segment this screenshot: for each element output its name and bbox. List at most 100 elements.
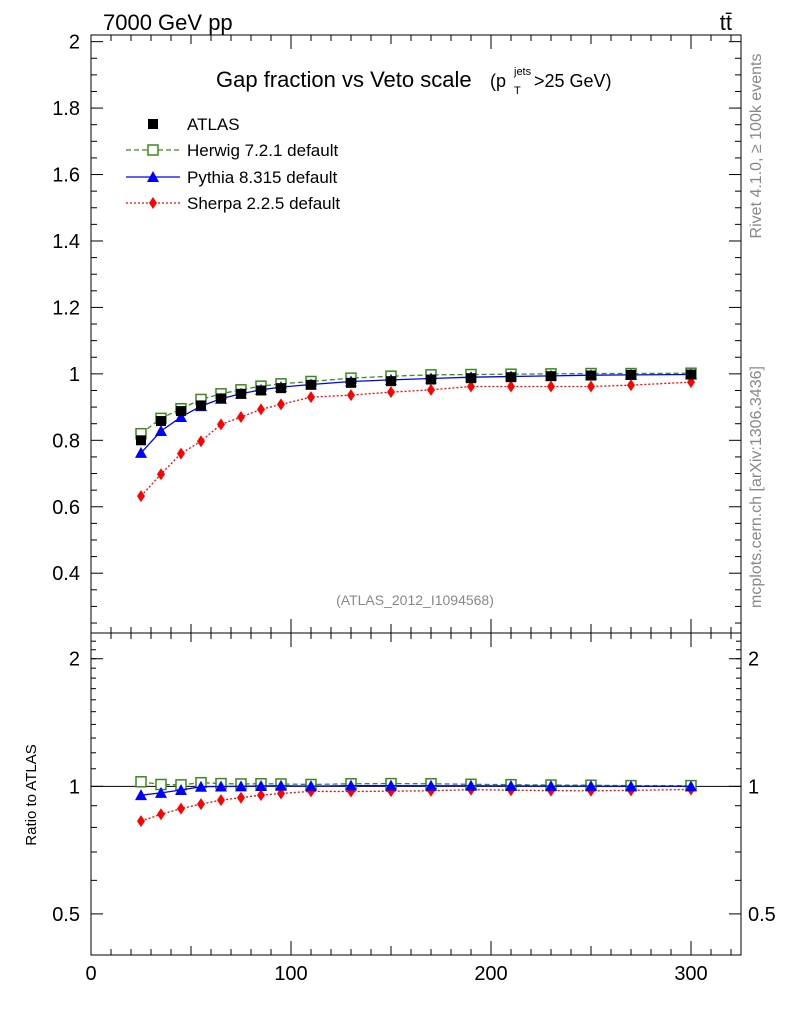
legend-marker-herwig: [147, 144, 159, 156]
point-sherpa: [277, 398, 285, 411]
point-sherpa: [347, 389, 355, 402]
ratio-point-pythia: [235, 780, 247, 792]
point-sherpa: [627, 379, 635, 392]
legend-label-herwig: Herwig 7.2.1 default: [187, 141, 338, 160]
x-tick-label: 100: [274, 963, 307, 985]
point-atlas: [546, 371, 556, 382]
point-atlas: [276, 383, 286, 394]
point-sherpa: [547, 380, 555, 393]
ratio-point-pythia: [175, 784, 187, 796]
energy-label: 7000 GeV pp: [103, 10, 233, 35]
x-tick-label: 0: [85, 963, 96, 985]
plot-title: Gap fraction vs Veto scale (p jets T >25…: [216, 66, 612, 97]
y-tick-label: 0.6: [52, 497, 80, 519]
point-atlas: [236, 388, 246, 399]
ratio-y-tick-label-right: 0.5: [748, 904, 776, 926]
point-atlas: [686, 369, 696, 380]
legend-label-atlas: ATLAS: [187, 115, 240, 134]
y-tick-label: 0.8: [52, 430, 80, 452]
point-atlas: [386, 376, 396, 387]
point-pythia: [155, 425, 167, 437]
legend-label-pythia: Pythia 8.315 default: [187, 168, 338, 187]
legend-item-atlas: ATLAS: [148, 115, 240, 134]
title-suffix-sub: T: [514, 85, 521, 97]
ratio-y-tick-label: 2: [69, 649, 80, 671]
ratio-line-sherpa: [140, 788, 692, 822]
series-atlas: [136, 369, 696, 446]
point-pythia: [135, 446, 147, 458]
main-series: [135, 367, 697, 503]
ratio-point-pythia: [385, 779, 397, 791]
point-atlas: [626, 369, 636, 380]
point-pythia: [175, 411, 187, 423]
title-suffix-sup: jets: [513, 66, 532, 78]
point-sherpa: [257, 403, 265, 416]
point-atlas: [506, 372, 516, 383]
x-tick-label: 200: [474, 963, 507, 985]
ratio-point-pythia: [135, 789, 147, 801]
ratio-point-pythia: [625, 780, 637, 792]
point-sherpa: [467, 380, 475, 393]
ratio-panel: 0.5 0.5 1 1 2 2 Ratio to ATLAS: [23, 632, 776, 956]
process-label: tt̄: [720, 10, 732, 35]
main-x-ticks: [90, 35, 732, 633]
point-sherpa: [177, 447, 185, 460]
ratio-point-pythia: [545, 780, 557, 792]
point-sherpa: [307, 391, 315, 404]
point-atlas: [466, 373, 476, 384]
point-atlas: [346, 377, 356, 388]
point-atlas: [256, 385, 266, 396]
ratio-point-pythia: [345, 779, 357, 791]
legend: ATLAS Herwig 7.2.1 default Pythia 8.315 de…: [126, 115, 340, 213]
legend-item-pythia: Pythia 8.315 default: [126, 168, 338, 187]
legend-marker-pythia: [147, 171, 159, 182]
ratio-point-herwig: [135, 776, 147, 788]
point-sherpa: [427, 383, 435, 396]
ratio-y-tick-label: 0.5: [52, 904, 80, 926]
title-suffix-close: >25 GeV): [534, 71, 612, 91]
legend-item-herwig: Herwig 7.2.1 default: [126, 141, 338, 160]
point-atlas: [156, 416, 166, 427]
analysis-label: (ATLAS_2012_I1094568): [336, 592, 494, 608]
point-atlas: [196, 400, 206, 411]
point-atlas: [216, 393, 226, 404]
y-tick-label: 1.8: [52, 98, 80, 120]
point-atlas: [426, 374, 436, 385]
y-tick-label: 1.4: [52, 231, 80, 253]
x-tick-label: 300: [674, 963, 707, 985]
ratio-point-pythia: [195, 780, 207, 792]
ratio-y-tick-label-right: 1: [748, 776, 759, 798]
title-text: Gap fraction vs Veto scale: [216, 67, 472, 92]
point-atlas: [176, 406, 186, 417]
ratio-point-pythia: [155, 786, 167, 798]
ratio-point-pythia: [255, 779, 267, 791]
ratio-point-pythia: [215, 780, 227, 792]
source-label: mcplots.cern.ch [arXiv:1306.3436]: [748, 366, 765, 608]
y-tick-label: 1: [69, 364, 80, 386]
ratio-x-ticks: [90, 633, 732, 955]
ratio-point-sherpa: [197, 798, 205, 811]
y-tick-label: 0.4: [52, 563, 80, 585]
ratio-point-pythia: [685, 780, 697, 792]
ratio-point-sherpa: [137, 815, 145, 828]
ratio-point-pythia: [305, 780, 317, 792]
legend-marker-atlas: [148, 119, 158, 129]
main-y-ticks: 0.4 0.6 0.8 1 1.2 1.4 1.6 1.8 2: [52, 32, 741, 624]
series-line-sherpa: [140, 381, 692, 497]
ratio-point-pythia: [585, 780, 597, 792]
point-sherpa: [157, 468, 165, 481]
x-tick-labels: 0 100 200 300: [85, 963, 707, 985]
ratio-point-pythia: [275, 779, 287, 791]
ratio-point-pythia: [425, 779, 437, 791]
series-pythia: [135, 368, 697, 458]
ratio-series: [135, 776, 697, 828]
point-sherpa: [387, 386, 395, 399]
point-sherpa: [137, 490, 145, 503]
y-tick-label: 2: [69, 32, 80, 54]
title-suffix-open: (p: [490, 71, 506, 91]
y-tick-label: 1.2: [52, 297, 80, 319]
point-sherpa: [507, 380, 515, 393]
rivet-label: Rivet 4.1.0, ≥ 100k events: [748, 54, 765, 239]
ratio-series-pythia: [135, 779, 697, 801]
ratio-y-ticks: 0.5 0.5 1 1 2 2: [52, 640, 776, 956]
